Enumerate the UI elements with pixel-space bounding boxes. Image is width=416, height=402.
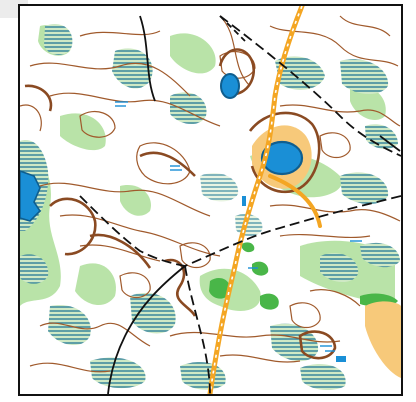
lake-west <box>20 170 42 222</box>
water-spot <box>242 196 246 206</box>
road-branch <box>268 174 322 228</box>
lake-main <box>260 140 304 176</box>
index-contour-layer <box>24 48 337 360</box>
dense-vegetation-layer <box>209 242 398 310</box>
contour-layer <box>20 15 401 373</box>
orienteering-map[interactable] <box>20 6 401 394</box>
path-right <box>379 135 401 152</box>
open-land-area <box>365 301 401 378</box>
path-layer <box>79 15 401 394</box>
path-w <box>79 195 186 267</box>
path-top <box>219 15 246 42</box>
road-layer <box>207 6 322 394</box>
path-s <box>184 265 211 394</box>
path-sw <box>107 265 186 394</box>
lake-pond <box>220 73 240 99</box>
lake-layer <box>20 73 346 362</box>
water-spot-2 <box>336 356 346 362</box>
path-ne <box>219 15 401 157</box>
map-frame[interactable] <box>18 4 403 396</box>
path-e <box>184 195 401 267</box>
path-n <box>139 15 156 102</box>
road <box>207 6 305 394</box>
small-marsh-marks <box>115 101 362 352</box>
